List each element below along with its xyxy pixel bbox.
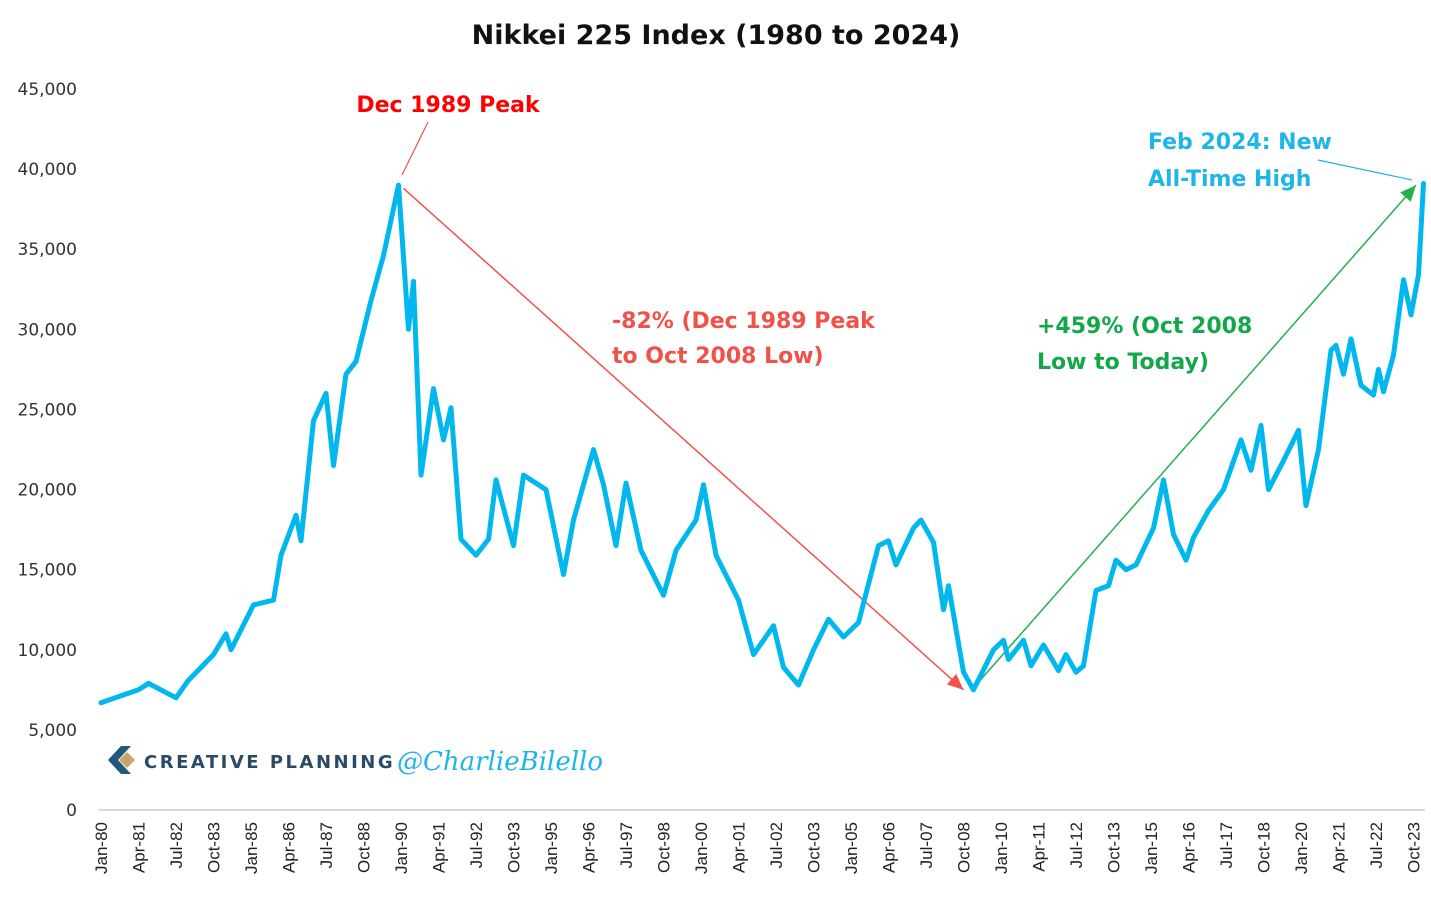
series-line-nikkei-225: [98, 181, 1426, 706]
x-tick-label: Oct-83: [205, 822, 224, 873]
x-tick-label: Jan-00: [692, 822, 711, 874]
x-tick-label: Jul-22: [1367, 822, 1386, 868]
logo-c-icon: [108, 746, 131, 774]
peak-leader-line: [401, 121, 429, 176]
x-tick-label: Oct-23: [1405, 822, 1424, 873]
x-tick-label: Jan-80: [92, 822, 111, 874]
x-tick-label: Apr-16: [1180, 822, 1199, 873]
x-tick-label: Jul-92: [467, 822, 486, 868]
x-tick-label: Apr-21: [1330, 822, 1349, 873]
y-tick-label: 20,000: [18, 481, 77, 501]
x-axis: Jan-80 Apr-81 Jul-82 Oct-83 Jan-85 Apr-86 Jul-…: [92, 822, 1424, 874]
decline-arrow-line: [402, 187, 965, 691]
decline-arrow-head-icon: [946, 673, 964, 690]
y-tick-label: 10,000: [18, 641, 77, 661]
x-tick-label: Oct-08: [955, 822, 974, 873]
x-tick-label: Oct-88: [355, 822, 374, 873]
x-tick-label: Jul-17: [1217, 822, 1236, 868]
x-tick-label: Apr-06: [880, 822, 899, 873]
author-handle: @CharlieBilello: [397, 747, 603, 777]
creative-planning-logo: [108, 746, 135, 774]
high-leader-line: [1317, 159, 1413, 181]
y-tick-label: 5,000: [28, 721, 77, 741]
x-tick-label: Jan-90: [392, 822, 411, 874]
x-tick-label: Jul-97: [617, 822, 636, 868]
x-tick-label: Apr-86: [280, 822, 299, 873]
x-tick-label: Jan-15: [1142, 822, 1161, 874]
x-tick-label: Jan-05: [842, 822, 861, 874]
annotation-peak-label: Dec 1989 Peak: [356, 93, 541, 118]
x-tick-label: Apr-01: [730, 822, 749, 873]
y-tick-label: 35,000: [18, 240, 77, 260]
x-tick-label: Jul-07: [917, 822, 936, 868]
chart-title: Nikkei 225 Index (1980 to 2024): [472, 20, 961, 51]
x-tick-label: Oct-18: [1255, 822, 1274, 873]
rise-arrow-line: [975, 184, 1417, 686]
x-tick-label: Apr-11: [1030, 822, 1049, 872]
y-tick-label: 40,000: [18, 160, 77, 180]
x-tick-label: Oct-13: [1105, 822, 1124, 873]
x-tick-label: Jul-12: [1067, 822, 1086, 868]
x-tick-label: Jan-95: [542, 822, 561, 874]
annotation-decline-line2: to Oct 2008 Low): [612, 344, 824, 369]
y-tick-label: 0: [66, 801, 77, 821]
x-tick-label: Jul-02: [767, 822, 786, 868]
y-tick-label: 30,000: [18, 320, 77, 340]
y-axis: 0 5,000 10,000 15,000 20,000 25,000 30,000 35,0…: [18, 80, 77, 821]
x-tick-label: Apr-91: [430, 822, 449, 873]
y-tick-label: 15,000: [18, 561, 77, 581]
annotation-arrows: [402, 184, 1417, 691]
annotation-high-line1: Feb 2024: New: [1148, 130, 1332, 155]
annotation-rise-line2: Low to Today): [1037, 350, 1209, 375]
brand-name: CREATIVE PLANNING: [144, 752, 395, 773]
y-tick-label: 25,000: [18, 400, 77, 420]
x-tick-label: Oct-93: [505, 822, 524, 873]
x-tick-label: Jul-82: [167, 822, 186, 868]
x-tick-label: Oct-98: [655, 822, 674, 873]
logo-diamond-icon: [119, 752, 135, 768]
x-tick-label: Oct-03: [805, 822, 824, 873]
x-tick-label: Jan-10: [992, 822, 1011, 874]
x-tick-label: Jan-20: [1292, 822, 1311, 874]
annotation-decline-line1: -82% (Dec 1989 Peak: [612, 309, 876, 334]
rise-arrow-head-icon: [1400, 185, 1416, 202]
x-tick-label: Apr-81: [130, 822, 149, 873]
annotation-high-line2: All-Time High: [1148, 167, 1311, 192]
annotation-rise-line1: +459% (Oct 2008: [1037, 314, 1252, 339]
x-tick-label: Jul-87: [317, 822, 336, 868]
x-tick-label: Jan-85: [242, 822, 261, 874]
y-tick-label: 45,000: [18, 80, 77, 100]
x-tick-label: Apr-96: [580, 822, 599, 873]
